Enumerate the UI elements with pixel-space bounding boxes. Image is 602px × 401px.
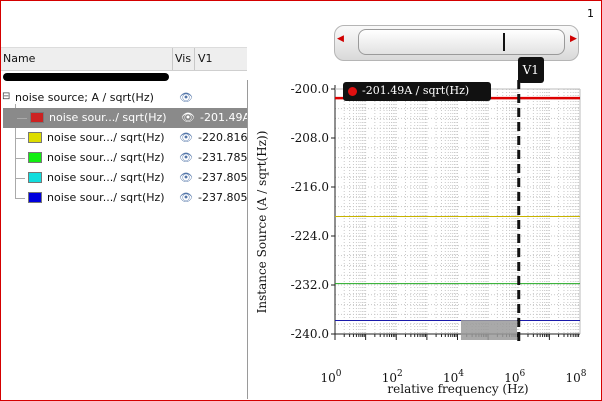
signal-label: noise sour.../ sqrt(Hz) bbox=[47, 151, 165, 164]
tree-branch bbox=[17, 118, 27, 119]
y-tick-label: -224.0 bbox=[291, 229, 329, 243]
cursor-value: -220.816 bbox=[198, 131, 248, 144]
color-swatch[interactable] bbox=[28, 132, 42, 143]
thumb-marker bbox=[503, 33, 505, 51]
x-tick-label: 106 bbox=[504, 369, 525, 385]
cursor-value: -231.785 bbox=[198, 151, 248, 164]
color-swatch[interactable] bbox=[28, 172, 42, 183]
y-tick-label: -216.0 bbox=[291, 180, 329, 194]
readout-dot-icon bbox=[348, 87, 357, 96]
y-tick-label: -200.0 bbox=[291, 82, 329, 96]
cursor-value: -201.49A bbox=[200, 111, 250, 124]
y-axis-label: Instance Source (A / sqrt(Hz)) bbox=[255, 131, 269, 314]
tree-branch bbox=[15, 178, 25, 179]
redacted-path bbox=[3, 73, 169, 81]
tree-line bbox=[15, 104, 16, 199]
collapse-icon[interactable]: ⊟ bbox=[2, 91, 11, 102]
visibility-eye-icon[interactable]: 👁 bbox=[179, 151, 193, 164]
signal-row[interactable]: noise sour.../ sqrt(Hz) 👁 -237.805 bbox=[1, 168, 247, 188]
signal-label: noise sour.../ sqrt(Hz) bbox=[47, 131, 165, 144]
cursor-v1-label[interactable]: V1 bbox=[517, 57, 544, 83]
tree-branch bbox=[15, 138, 25, 139]
header-v1[interactable]: V1 bbox=[198, 52, 213, 65]
tree-branch bbox=[15, 198, 25, 199]
signal-row[interactable]: noise sour.../ sqrt(Hz) 👁 -220.816 bbox=[1, 128, 247, 148]
signal-label: noise sour.../ sqrt(Hz) bbox=[49, 111, 167, 124]
color-swatch[interactable] bbox=[28, 192, 42, 203]
x-tick-label: 100 bbox=[320, 369, 341, 385]
x-tick-label: 108 bbox=[565, 369, 586, 385]
y-tick-label: -232.0 bbox=[291, 278, 329, 292]
signal-label: noise sour.../ sqrt(Hz) bbox=[47, 191, 165, 204]
x-tick-label: 104 bbox=[443, 369, 464, 385]
x-axis-label: relative frequency (Hz) bbox=[387, 382, 528, 396]
panel-splitter[interactable] bbox=[247, 80, 248, 399]
readout-text: -201.49A / sqrt(Hz) bbox=[362, 84, 470, 97]
visibility-eye-icon[interactable]: 👁 bbox=[179, 131, 193, 144]
color-swatch[interactable] bbox=[30, 112, 44, 123]
visibility-eye-icon[interactable]: 👁 bbox=[179, 171, 193, 184]
overview-box[interactable] bbox=[461, 320, 517, 340]
cursor-readout-tooltip: -201.49A / sqrt(Hz) bbox=[343, 82, 491, 101]
signal-label: noise sour.../ sqrt(Hz) bbox=[47, 171, 165, 184]
cursor-value: -237.805 bbox=[198, 171, 248, 184]
cursor-value: -237.805 bbox=[198, 191, 248, 204]
signal-browser-panel: Name Vis V1 ⊟ noise source; A / sqrt(Hz)… bbox=[1, 1, 250, 399]
header-vis[interactable]: Vis bbox=[175, 52, 192, 65]
visibility-eye-icon[interactable]: 👁 bbox=[181, 111, 195, 124]
graph-number: 1 bbox=[587, 7, 594, 20]
visibility-eye-icon[interactable]: 👁 bbox=[179, 91, 193, 104]
table-header: Name Vis V1 bbox=[1, 47, 247, 71]
visibility-eye-icon[interactable]: 👁 bbox=[179, 191, 193, 204]
scroll-left-arrow-icon[interactable]: ◀ bbox=[337, 34, 344, 44]
y-tick-label: -240.0 bbox=[291, 327, 329, 341]
column-separator[interactable] bbox=[172, 48, 173, 70]
group-label: noise source; A / sqrt(Hz) bbox=[15, 91, 154, 104]
signal-row[interactable]: noise sour.../ sqrt(Hz) 👁 -237.805 bbox=[1, 188, 247, 208]
signal-row[interactable]: noise sour.../ sqrt(Hz) 👁 -201.49A bbox=[3, 108, 250, 128]
color-swatch[interactable] bbox=[28, 152, 42, 163]
y-tick-label: -208.0 bbox=[291, 131, 329, 145]
x-tick-label: 102 bbox=[382, 369, 403, 385]
column-separator[interactable] bbox=[194, 48, 195, 70]
tree-group-row[interactable]: ⊟ noise source; A / sqrt(Hz) 👁 bbox=[1, 88, 247, 108]
zoom-scrollbar-thumb[interactable] bbox=[358, 29, 565, 55]
signal-row[interactable]: noise sour.../ sqrt(Hz) 👁 -231.785 bbox=[1, 148, 247, 168]
scroll-right-arrow-icon[interactable]: ▶ bbox=[570, 34, 577, 44]
header-name[interactable]: Name bbox=[3, 52, 36, 65]
tree-branch bbox=[15, 158, 25, 159]
